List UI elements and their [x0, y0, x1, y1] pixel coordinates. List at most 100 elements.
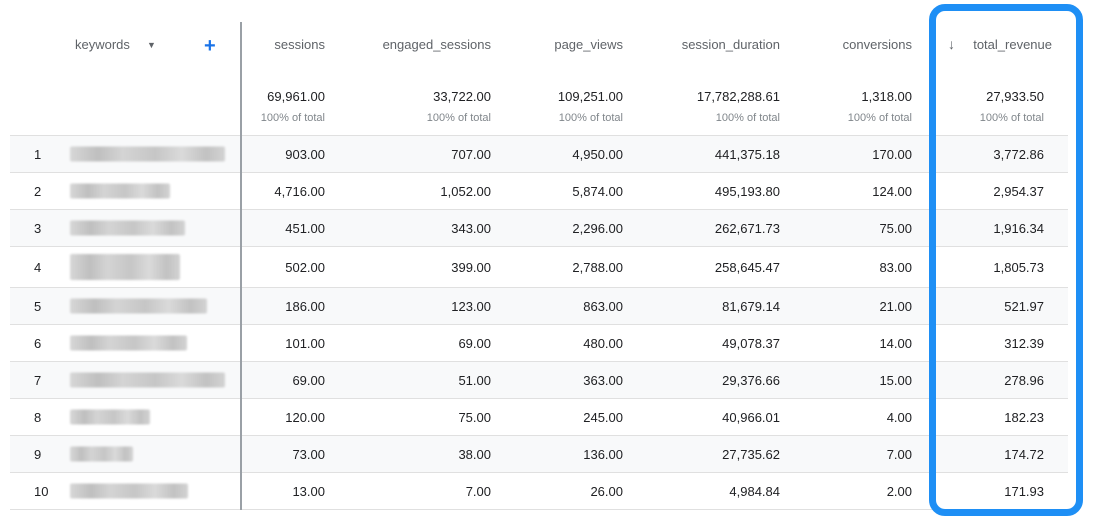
- table-row[interactable]: 10 13.00 7.00 26.00 4,984.84 2.00 171.93: [10, 473, 1068, 510]
- cell-session-duration: 81,679.14: [722, 298, 780, 314]
- total-pct-session-duration: 100% of total: [715, 112, 780, 124]
- total-conversions: 1,318.00: [861, 89, 912, 104]
- cell-conversions: 4.00: [886, 409, 912, 425]
- column-header-sessions[interactable]: sessions: [274, 37, 325, 52]
- total-page-views: 109,251.00: [557, 89, 623, 104]
- cell-session-duration: 258,645.47: [714, 259, 780, 275]
- table-row[interactable]: 2 4,716.00 1,052.00 5,874.00 495,193.80 124.0…: [10, 173, 1068, 210]
- row-index: 1: [34, 146, 42, 162]
- cell-page-views: 363.00: [583, 372, 623, 388]
- table-row[interactable]: 9 73.00 38.00 136.00 27,735.62 7.00 174.72: [10, 436, 1068, 473]
- cell-page-views: 480.00: [583, 335, 623, 351]
- cell-total-revenue: 182.23: [1004, 409, 1044, 425]
- redacted-keyword[interactable]: [70, 483, 188, 499]
- cell-sessions: 4,716.00: [274, 183, 325, 199]
- row-index: 5: [34, 298, 42, 314]
- cell-conversions: 170.00: [872, 146, 912, 162]
- cell-page-views: 245.00: [583, 409, 623, 425]
- cell-engaged-sessions: 343.00: [451, 220, 491, 236]
- cell-page-views: 2,788.00: [572, 259, 623, 275]
- table-row[interactable]: 5 186.00 123.00 863.00 81,679.14 21.00 521.97: [10, 288, 1068, 325]
- cell-conversions: 75.00: [879, 220, 912, 236]
- arrow-down-icon[interactable]: ↓: [948, 36, 955, 52]
- cell-engaged-sessions: 75.00: [458, 409, 491, 425]
- table-row[interactable]: 3 451.00 343.00 2,296.00 262,671.73 75.00 1,91…: [10, 210, 1068, 247]
- cell-page-views: 5,874.00: [572, 183, 623, 199]
- column-header-total-revenue[interactable]: total_revenue: [973, 37, 1052, 52]
- column-header-engaged-sessions[interactable]: engaged_sessions: [382, 37, 491, 52]
- cell-page-views: 4,950.00: [572, 146, 623, 162]
- row-index: 8: [34, 409, 42, 425]
- total-pct-sessions: 100% of total: [260, 112, 325, 124]
- caret-down-icon[interactable]: ▼: [147, 40, 156, 50]
- table-row[interactable]: 1 903.00 707.00 4,950.00 441,375.18 170.00 3,7…: [10, 136, 1068, 173]
- cell-total-revenue: 2,954.37: [993, 183, 1044, 199]
- total-total-revenue: 27,933.50: [986, 89, 1044, 104]
- cell-sessions: 186.00: [285, 298, 325, 314]
- row-index: 9: [34, 446, 42, 462]
- redacted-keyword[interactable]: [70, 335, 187, 351]
- cell-session-duration: 441,375.18: [714, 146, 780, 162]
- total-session-duration: 17,782,288.61: [696, 89, 780, 104]
- total-sessions: 69,961.00: [267, 89, 325, 104]
- cell-total-revenue: 521.97: [1004, 298, 1044, 314]
- redacted-keyword[interactable]: [70, 446, 133, 462]
- row-index: 7: [34, 372, 42, 388]
- cell-engaged-sessions: 399.00: [451, 259, 491, 275]
- column-divider[interactable]: [240, 22, 242, 510]
- total-pct-total-revenue: 100% of total: [979, 112, 1044, 124]
- redacted-keyword[interactable]: [70, 372, 225, 388]
- cell-session-duration: 27,735.62: [722, 446, 780, 462]
- redacted-keyword[interactable]: [70, 183, 170, 199]
- table-row[interactable]: 6 101.00 69.00 480.00 49,078.37 14.00 312.39: [10, 325, 1068, 362]
- cell-total-revenue: 1,805.73: [993, 259, 1044, 275]
- total-pct-conversions: 100% of total: [847, 112, 912, 124]
- cell-conversions: 124.00: [872, 183, 912, 199]
- plus-icon[interactable]: +: [204, 35, 216, 57]
- cell-conversions: 21.00: [879, 298, 912, 314]
- cell-conversions: 83.00: [879, 259, 912, 275]
- redacted-keyword[interactable]: [70, 254, 180, 280]
- cell-engaged-sessions: 51.00: [458, 372, 491, 388]
- column-header-conversions[interactable]: conversions: [842, 37, 912, 52]
- cell-engaged-sessions: 707.00: [451, 146, 491, 162]
- cell-sessions: 73.00: [292, 446, 325, 462]
- cell-engaged-sessions: 123.00: [451, 298, 491, 314]
- cell-total-revenue: 1,916.34: [993, 220, 1044, 236]
- table-body: 1 903.00 707.00 4,950.00 441,375.18 170.00 3,7…: [10, 136, 1068, 510]
- cell-total-revenue: 174.72: [1004, 446, 1044, 462]
- cell-session-duration: 40,966.01: [722, 409, 780, 425]
- redacted-keyword[interactable]: [70, 220, 185, 236]
- table-row[interactable]: 7 69.00 51.00 363.00 29,376.66 15.00 278.96: [10, 362, 1068, 399]
- cell-total-revenue: 312.39: [1004, 335, 1044, 351]
- table-row[interactable]: 4 502.00 399.00 2,788.00 258,645.47 83.00 1,80…: [10, 247, 1068, 288]
- row-index: 3: [34, 220, 42, 236]
- row-index: 6: [34, 335, 42, 351]
- column-header-page-views[interactable]: page_views: [554, 37, 623, 52]
- cell-engaged-sessions: 7.00: [465, 483, 491, 499]
- cell-session-duration: 262,671.73: [714, 220, 780, 236]
- column-header-session-duration[interactable]: session_duration: [681, 37, 780, 52]
- table-header: keywords ▼ + sessions 69,961.00 100% of …: [10, 0, 1068, 136]
- cell-conversions: 7.00: [886, 446, 912, 462]
- cell-page-views: 2,296.00: [572, 220, 623, 236]
- cell-engaged-sessions: 1,052.00: [440, 183, 491, 199]
- table-row[interactable]: 8 120.00 75.00 245.00 40,966.01 4.00 182.23: [10, 399, 1068, 436]
- row-index: 2: [34, 183, 42, 199]
- cell-total-revenue: 3,772.86: [993, 146, 1044, 162]
- redacted-keyword[interactable]: [70, 409, 150, 425]
- dimension-header-label[interactable]: keywords: [75, 37, 130, 52]
- redacted-keyword[interactable]: [70, 146, 225, 162]
- cell-sessions: 451.00: [285, 220, 325, 236]
- cell-total-revenue: 278.96: [1004, 372, 1044, 388]
- redacted-keyword[interactable]: [70, 298, 207, 314]
- cell-page-views: 863.00: [583, 298, 623, 314]
- cell-sessions: 903.00: [285, 146, 325, 162]
- cell-page-views: 136.00: [583, 446, 623, 462]
- cell-sessions: 101.00: [285, 335, 325, 351]
- cell-session-duration: 4,984.84: [729, 483, 780, 499]
- cell-sessions: 502.00: [285, 259, 325, 275]
- cell-conversions: 14.00: [879, 335, 912, 351]
- row-index: 4: [34, 259, 42, 275]
- total-pct-engaged-sessions: 100% of total: [426, 112, 491, 124]
